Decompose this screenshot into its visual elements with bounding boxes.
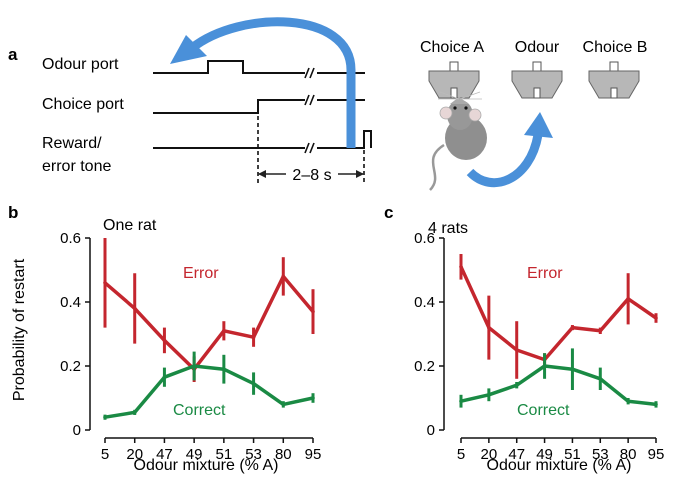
panel-c-ytick-label: 0.6 <box>414 230 435 247</box>
panel-b-correct-point <box>103 415 107 420</box>
panel-c-error-point <box>626 297 630 301</box>
panel-c-xtick-label: 20 <box>481 446 498 463</box>
panel-c-error-point <box>654 316 658 320</box>
odour-port-trace <box>153 60 365 74</box>
panel-b-error-point <box>311 309 315 314</box>
panel-c-correct-point <box>570 367 575 372</box>
panel-c-correct-label: Correct <box>517 402 570 419</box>
panel-c-xtick-label: 5 <box>457 446 465 463</box>
panel-c-xtick-label: 53 <box>592 446 609 463</box>
panel-b-xtick-label: 95 <box>305 446 322 463</box>
panel-b-ytick-label: 0.2 <box>60 358 81 375</box>
panel-c-ytick-label: 0.2 <box>414 358 435 375</box>
panel-c-correct-point <box>542 364 547 368</box>
panel-c-error-point <box>514 348 519 352</box>
panel-b-correct-point <box>162 375 167 380</box>
panel-b-ylabel: Probability of restart <box>11 258 28 401</box>
panel-c-xtick-label: 49 <box>536 446 553 463</box>
panel-b-letter: b <box>8 203 18 222</box>
panel-b-ytick-label: 0.6 <box>60 230 81 247</box>
panel-a-letter: a <box>8 45 18 64</box>
panel-c-ytick-label: 0.4 <box>414 294 435 311</box>
rat <box>429 91 487 191</box>
panel-c-error-point <box>598 329 603 333</box>
port-odour <box>511 61 563 99</box>
panel-c-correct-point <box>654 402 658 407</box>
panel-b-xlabel: Odour mixture (% A) <box>134 457 279 474</box>
panel-c-xtick-label: 95 <box>648 446 665 463</box>
panel-b-correct-point <box>192 364 196 368</box>
panel-b-annotation: One rat <box>103 217 157 234</box>
choice-a-label: Choice A <box>420 39 484 56</box>
panel-c-xtick-label: 80 <box>620 446 637 463</box>
port-choice-b <box>588 61 640 99</box>
panel-b-error-point <box>251 335 256 340</box>
choice-b-label: Choice B <box>583 39 648 56</box>
panel-c-error-point <box>487 325 491 330</box>
trace-label-reward: Reward/ <box>42 135 102 152</box>
panel-c-chart: c 4 rats Odour mixture (% A) Error Corre… <box>384 203 664 474</box>
panel-b-ytick-label: 0.4 <box>60 294 81 311</box>
panel-b-correct-line <box>104 364 314 419</box>
panel-c-correct-point <box>487 393 491 397</box>
restart-arrow-head <box>170 35 207 64</box>
panel-c-error-point <box>570 325 575 330</box>
choice-arrow-head <box>524 112 553 138</box>
panel-b-xtick-label: 47 <box>156 446 173 463</box>
panel-c-correct-point <box>626 399 630 404</box>
restart-arrow <box>189 17 356 148</box>
panel-b-correct-point <box>281 402 286 407</box>
panel-b-correct-point <box>222 367 226 372</box>
panel-b-error-point <box>103 281 107 285</box>
panel-b-error-point <box>132 306 137 311</box>
panel-b-error-label: Error <box>183 265 219 282</box>
panel-c-xtick-label: 51 <box>564 446 581 463</box>
panel-c-error-line <box>459 266 657 362</box>
panel-b-ytick-label: 0 <box>73 422 81 439</box>
trace-label-error-tone: error tone <box>42 158 111 175</box>
panel-b-correct-label: Correct <box>173 402 226 419</box>
panel-b-error-line <box>103 274 315 371</box>
panel-c-xtick-label: 47 <box>508 446 525 463</box>
trace-label-odour-port: Odour port <box>42 56 119 73</box>
panel-c-correct-point <box>598 377 603 381</box>
panel-c-correct-point <box>514 383 519 388</box>
panel-b-xtick-label: 53 <box>245 446 262 463</box>
panel-c-correct-point <box>459 399 463 404</box>
panel-c-error-point <box>459 265 463 269</box>
panel-b-error-point <box>162 338 167 343</box>
panel-b-error-point <box>222 329 226 333</box>
panel-b-xtick-label: 5 <box>101 446 109 463</box>
reward-trace <box>153 130 372 149</box>
panel-c-correct-line <box>460 364 657 407</box>
panel-b-xtick-label: 49 <box>186 446 203 463</box>
panel-b-xtick-label: 80 <box>275 446 292 463</box>
odour-label: Odour <box>515 39 560 56</box>
panel-b-chart: b One rat Probability of restart Odour m… <box>8 203 321 474</box>
panel-b-correct-point <box>251 381 256 386</box>
panel-b-correct-point <box>132 410 137 415</box>
break-marks <box>304 67 315 154</box>
panel-b-error-point <box>281 274 286 279</box>
choice-port-trace <box>153 99 365 114</box>
trace-label-choice-port: Choice port <box>42 96 124 113</box>
panel-c-annotation: 4 rats <box>428 220 468 237</box>
panel-c-ytick-label: 0 <box>427 422 435 439</box>
choice-arrow <box>466 134 543 188</box>
panel-b-correct-point <box>311 396 315 400</box>
panel-c-letter: c <box>384 203 393 222</box>
panel-b-xtick-label: 20 <box>126 446 143 463</box>
port-choice-a <box>428 61 480 99</box>
panel-b-xtick-label: 51 <box>216 446 233 463</box>
panel-a: a Odour port Choice port Reward/ error t… <box>8 17 648 191</box>
panel-c-xlabel: Odour mixture (% A) <box>487 457 632 474</box>
panel-c-error-label: Error <box>527 265 563 282</box>
interval-label: 2–8 s <box>292 167 331 184</box>
